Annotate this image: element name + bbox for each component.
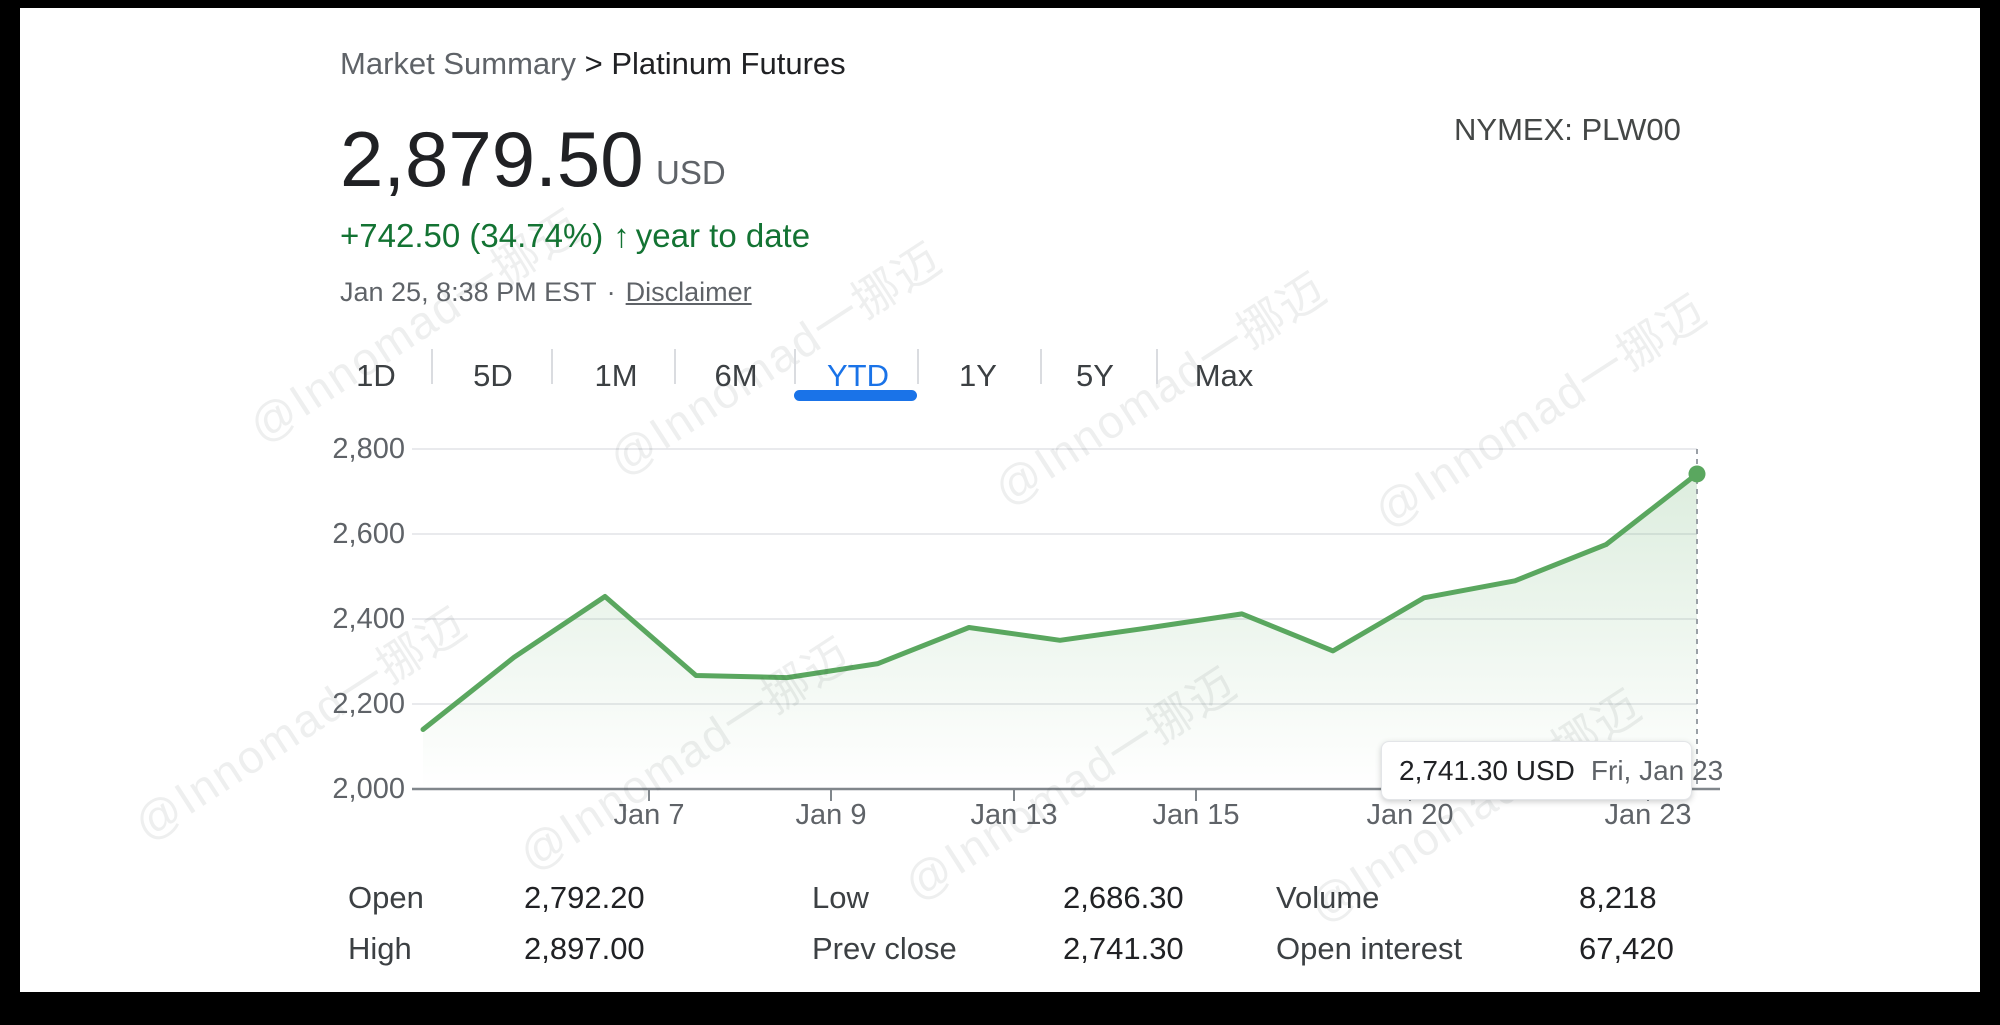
y-axis-label: 2,000 [332,773,405,805]
tab-divider [1040,349,1042,384]
area-fill [423,473,1697,789]
price-change: +742.50 (34.74%) ↑ year to date [340,217,810,255]
tab-5y[interactable]: 5Y [1076,358,1114,393]
stat-label-open-interest: Open interest [1276,931,1463,966]
tab-1d[interactable]: 1D [356,358,396,393]
breadcrumb-current-page: Platinum Futures [611,46,846,81]
tab-divider [1156,349,1158,384]
stat-label-low: Low [812,880,869,915]
tab-1m[interactable]: 1M [594,358,638,393]
market-summary-card: @Innomad一挪迈 @Innomad一挪迈 @Innomad一挪迈 @Inn… [20,8,1980,992]
disclaimer-link[interactable]: Disclaimer [625,277,752,307]
tab-divider [917,349,919,384]
stat-value-high: 2,897.00 [524,931,645,966]
change-period: year to date [635,217,811,254]
tab-divider [674,349,676,384]
x-axis-label: Jan 7 [613,799,685,831]
stat-value-low: 2,686.30 [1063,880,1184,915]
stat-value-open-interest: 67,420 [1579,931,1674,966]
tab-5d[interactable]: 5D [473,358,513,393]
timestamp-text: Jan 25, 8:38 PM EST [340,277,597,307]
chart-canvas [412,448,1720,801]
exchange-ticker: NYMEX: PLW00 [1454,112,1681,147]
breadcrumb: Market Summary > Platinum Futures [340,46,846,82]
last-point-dot [1688,465,1706,483]
current-price: 2,879.50 [340,115,644,203]
tab-divider [431,349,433,384]
stat-label-volume: Volume [1276,880,1380,915]
tooltip-price: 2,741.30 USD [1399,754,1575,786]
x-axis-label: Jan 15 [1152,799,1240,831]
x-axis-label: Jan 20 [1366,799,1454,831]
y-axis-label: 2,600 [332,518,405,550]
y-axis-label: 2,200 [332,688,405,720]
y-axis-label: 2,400 [332,603,405,635]
stat-value-open: 2,792.20 [524,880,645,915]
quote-timestamp: Jan 25, 8:38 PM EST · Disclaimer [340,277,752,308]
stat-label-high: High [348,931,412,966]
change-amount: +742.50 [340,217,461,254]
x-axis-label: Jan 9 [795,799,867,831]
stat-value-prev-close: 2,741.30 [1063,931,1184,966]
price-line [420,471,1700,732]
price-chart[interactable]: 2,000 2,200 2,400 2,600 2,800 Jan 7 Jan 9 Jan … [20,8,1980,992]
tab-divider [794,349,796,384]
breadcrumb-market-summary-link[interactable]: Market Summary [340,46,576,81]
tab-ytd[interactable]: YTD [827,358,889,393]
dot-separator: · [606,277,616,307]
change-percent: (34.74%) [469,217,604,254]
stat-label-prev-close: Prev close [812,931,957,966]
stat-label-open: Open [348,880,424,915]
selected-tab-indicator [794,390,917,401]
arrow-up-icon: ↑ [613,217,630,254]
x-axis-label: Jan 13 [970,799,1058,831]
stat-value-volume: 8,218 [1579,880,1657,915]
tab-divider [551,349,553,384]
y-axis-label: 2,800 [332,433,405,465]
tab-6m[interactable]: 6M [714,358,758,393]
tooltip-date: Fri, Jan 23 [1590,754,1724,786]
currency-label: USD [656,154,726,191]
chart-tooltip: 2,741.30 USD Fri, Jan 23 [1381,741,1723,800]
breadcrumb-separator: > [575,46,612,81]
tab-1y[interactable]: 1Y [959,358,997,393]
tab-max[interactable]: Max [1194,358,1254,393]
x-axis-label: Jan 23 [1604,799,1692,831]
